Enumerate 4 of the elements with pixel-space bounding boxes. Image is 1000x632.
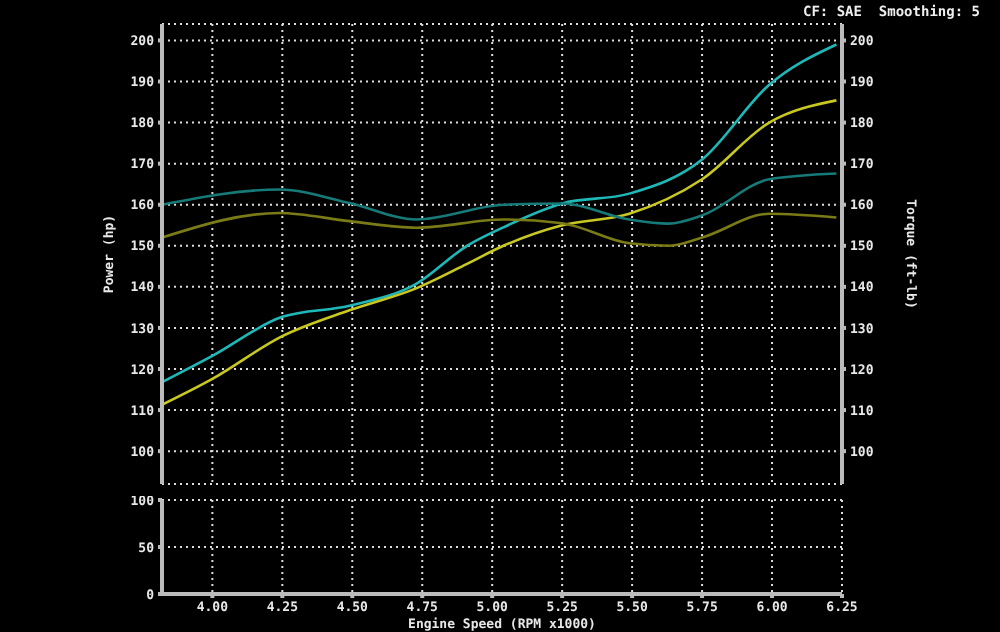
line-series bbox=[162, 43, 838, 384]
line-series bbox=[162, 99, 838, 407]
line-series bbox=[162, 172, 838, 225]
line-series bbox=[162, 211, 838, 248]
